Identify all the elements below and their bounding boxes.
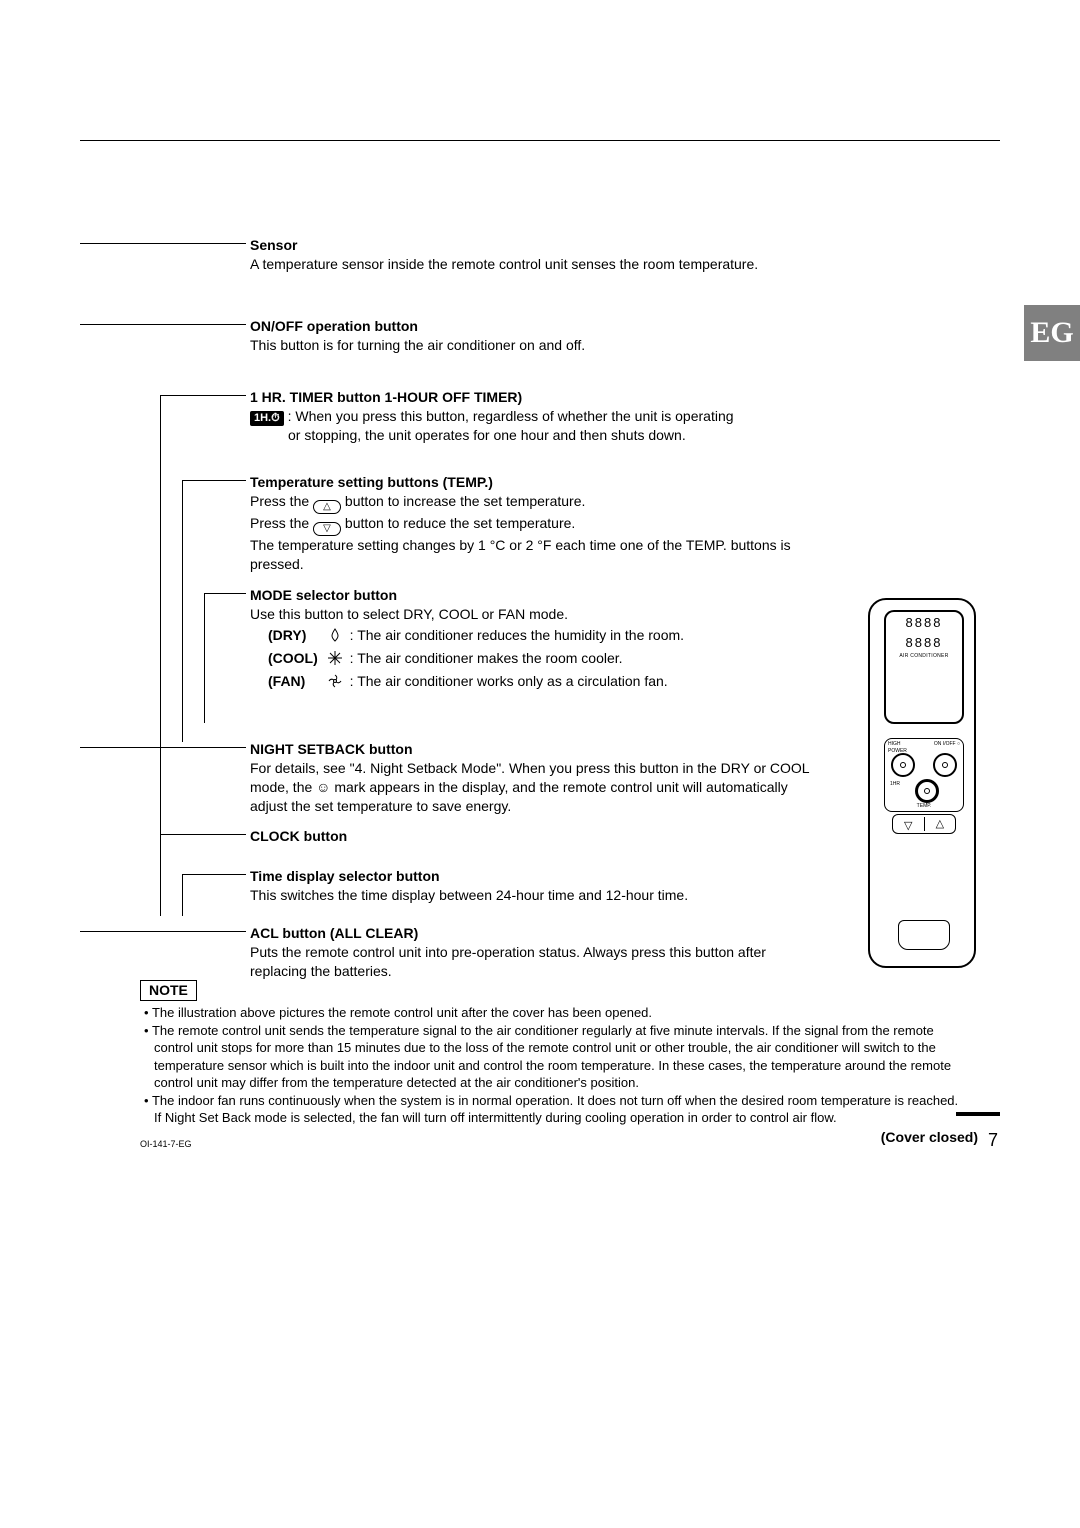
temp-l2a: Press the xyxy=(250,515,313,531)
leader-v-5 xyxy=(182,874,183,916)
fan-icon xyxy=(328,674,342,693)
timer-body: 1H.⏱ : When you press this button, regar… xyxy=(250,407,810,445)
mode-cool-label: (COOL) xyxy=(268,649,324,668)
footer-code: OI-141-7-EG xyxy=(140,1138,192,1150)
leader-temp xyxy=(182,480,246,481)
note-item-1: The illustration above pictures the remo… xyxy=(154,1004,960,1022)
leader-night xyxy=(80,747,246,748)
screen-label: AIR CONDITIONER xyxy=(886,653,962,660)
mode-intro: Use this button to select DRY, COOL or F… xyxy=(250,605,810,624)
leader-mode xyxy=(204,593,246,594)
section-onoff: ON/OFF operation button This button is f… xyxy=(250,317,810,355)
digits-row-1: 8888 xyxy=(886,614,962,632)
mode-cool-text: : The air conditioner makes the room coo… xyxy=(350,650,623,666)
leader-v-1 xyxy=(160,395,161,900)
mode-dry-text: : The air conditioner reduces the humidi… xyxy=(350,627,684,643)
note-container: NOTE xyxy=(140,980,197,1001)
onoff-body: This button is for turning the air condi… xyxy=(250,336,810,355)
dry-icon xyxy=(328,628,342,647)
leader-v-2 xyxy=(182,480,183,742)
footer-bar xyxy=(956,1112,1000,1116)
hr-label: 1HR xyxy=(890,781,900,788)
timer-line2: or stopping, the unit operates for one h… xyxy=(288,426,686,445)
temp-body: Press the △ button to increase the set t… xyxy=(250,492,810,574)
temp-l1b: button to increase the set temperature. xyxy=(345,493,585,509)
section-timedisp: Time display selector button This switch… xyxy=(250,867,810,905)
remote-screen: 8888 8888 AIR CONDITIONER xyxy=(884,610,964,724)
onoff-button[interactable] xyxy=(933,753,957,777)
section-sensor: Sensor A temperature sensor inside the r… xyxy=(250,236,810,274)
remote-body: 8888 8888 AIR CONDITIONER HIGH POWER ON … xyxy=(868,598,976,968)
notes-list: The illustration above pictures the remo… xyxy=(140,1004,960,1127)
mode-fan-label: (FAN) xyxy=(268,672,324,691)
button-panel: HIGH POWER ON I/OFF ○ 1HR TEMP. xyxy=(884,738,964,812)
leader-acl xyxy=(80,931,246,932)
leader-v-3 xyxy=(204,593,205,723)
temp-down-icon: ▽ xyxy=(313,522,341,536)
mode-dry-row: (DRY) : The air conditioner reduces the … xyxy=(268,626,810,647)
section-mode: MODE selector button Use this button to … xyxy=(250,586,810,692)
hr-button[interactable] xyxy=(915,779,939,803)
page-number: 7 xyxy=(988,1128,998,1152)
leader-sensor xyxy=(80,243,246,244)
section-timer: 1 HR. TIMER button 1-HOUR OFF TIMER) 1H.… xyxy=(250,388,810,445)
temp-down-button[interactable]: ▽ xyxy=(893,817,923,835)
section-clock: CLOCK button xyxy=(250,827,810,846)
timer-heading: 1 HR. TIMER button 1-HOUR OFF TIMER) xyxy=(250,388,810,407)
sensor-body: A temperature sensor inside the remote c… xyxy=(250,255,810,274)
temp-divider xyxy=(924,817,925,831)
note-item-2: The remote control unit sends the temper… xyxy=(154,1022,960,1092)
night-body: For details, see "4. Night Setback Mode"… xyxy=(250,759,810,816)
acl-heading: ACL button (ALL CLEAR) xyxy=(250,924,810,943)
temp-l2b: button to reduce the set temperature. xyxy=(345,515,575,531)
leader-timedisp xyxy=(182,874,246,875)
mode-dry-label: (DRY) xyxy=(268,626,324,645)
high-power-button[interactable] xyxy=(891,753,915,777)
section-temp: Temperature setting buttons (TEMP.) Pres… xyxy=(250,473,810,574)
note-item-3: The indoor fan runs continuously when th… xyxy=(154,1092,960,1127)
temp-l1a: Press the xyxy=(250,493,313,509)
mode-fan-row: (FAN) : The air conditioner works only a… xyxy=(268,672,810,693)
timedisp-body: This switches the time display between 2… xyxy=(250,886,810,905)
section-acl: ACL button (ALL CLEAR) Puts the remote c… xyxy=(250,924,810,981)
timedisp-heading: Time display selector button xyxy=(250,867,810,886)
mode-heading: MODE selector button xyxy=(250,586,810,605)
note-label: NOTE xyxy=(140,980,197,1001)
sensor-heading: Sensor xyxy=(250,236,810,255)
temp-buttons: ▽ △ xyxy=(892,814,956,834)
temp-up-button[interactable]: △ xyxy=(925,815,955,833)
mode-fan-text: : The air conditioner works only as a ci… xyxy=(350,673,668,689)
night-heading: NIGHT SETBACK button xyxy=(250,740,810,759)
temp-label: TEMP. xyxy=(917,803,932,810)
leader-v-4 xyxy=(160,834,161,916)
onoff-label: ON I/OFF ○ xyxy=(934,741,960,748)
mode-cool-row: (COOL) : The air conditioner makes the r… xyxy=(268,649,810,670)
leader-timer xyxy=(160,395,246,396)
leader-onoff xyxy=(80,324,246,325)
temp-l3: The temperature setting changes by 1 °C … xyxy=(250,537,791,572)
cover-closed-label: (Cover closed) xyxy=(881,1128,978,1147)
timer-line1: When you press this button, regardless o… xyxy=(295,408,733,424)
remote-illustration: 8888 8888 AIR CONDITIONER HIGH POWER ON … xyxy=(862,598,982,968)
temp-heading: Temperature setting buttons (TEMP.) xyxy=(250,473,810,492)
section-night: NIGHT SETBACK button For details, see "4… xyxy=(250,740,810,816)
digits-row-2: 8888 xyxy=(886,634,962,652)
leader-clock xyxy=(160,834,246,835)
remote-bottom-panel xyxy=(898,920,950,950)
clock-heading: CLOCK button xyxy=(250,827,810,846)
temp-up-icon: △ xyxy=(313,500,341,514)
acl-body: Puts the remote control unit into pre-op… xyxy=(250,943,810,981)
onoff-heading: ON/OFF operation button xyxy=(250,317,810,336)
cool-icon xyxy=(328,651,342,670)
timer-icon: 1H.⏱ xyxy=(250,411,284,426)
language-tab: EG xyxy=(1024,305,1080,361)
header-rule xyxy=(80,140,1000,141)
